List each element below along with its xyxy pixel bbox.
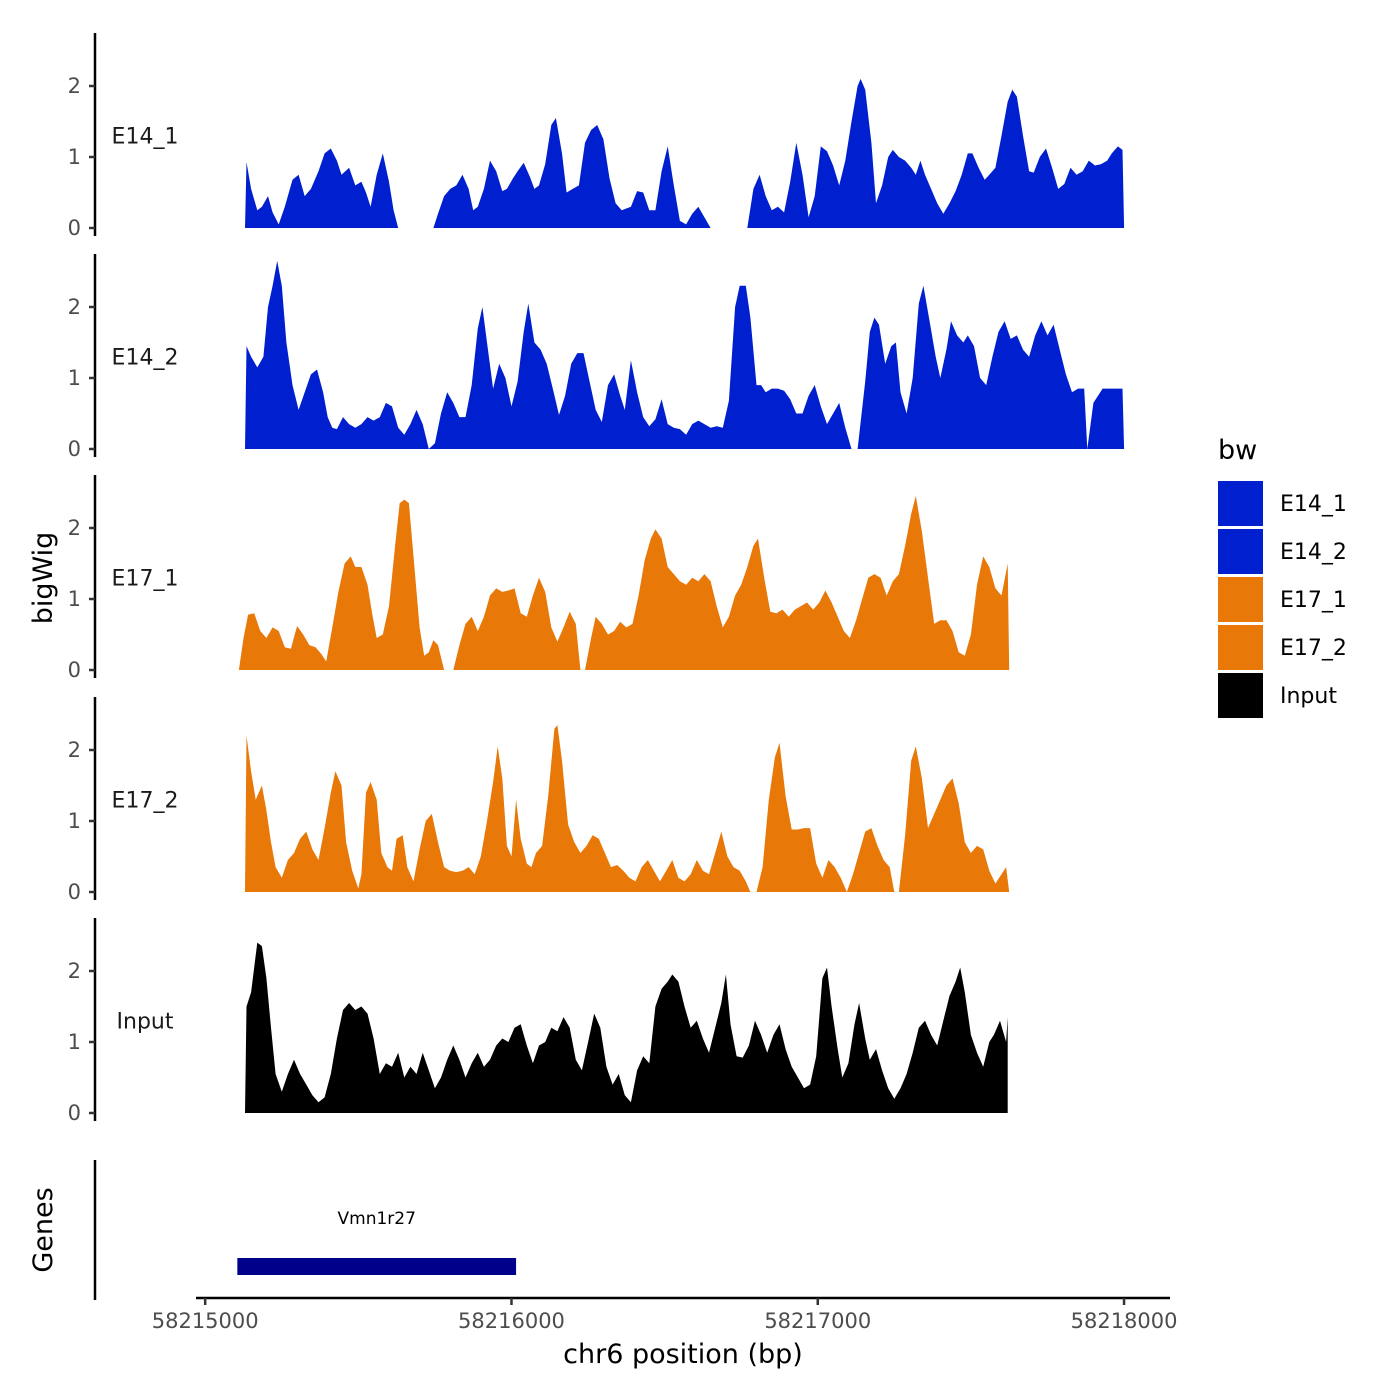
- legend-swatch: [1218, 625, 1263, 670]
- track-label: E17_1: [112, 567, 179, 592]
- legend-label: E14_2: [1280, 540, 1347, 565]
- legend-label: E14_1: [1280, 492, 1347, 517]
- y-tick-label: 0: [68, 437, 81, 461]
- track-e17-2: 0 1 2 E17_2: [68, 697, 1010, 904]
- x-tick-label: 58217000: [764, 1309, 871, 1333]
- y-tick-label: 0: [68, 1101, 81, 1125]
- track-label: E14_2: [112, 346, 179, 371]
- legend-swatch: [1218, 481, 1263, 526]
- legend-swatch: [1218, 673, 1263, 718]
- y-tick-label: 1: [68, 1030, 81, 1054]
- x-tick-label: 58218000: [1071, 1309, 1178, 1333]
- coverage-area: [857, 285, 1088, 449]
- legend: bw E14_1 E14_2 E17_1 E17_2 Input: [1218, 435, 1347, 718]
- y-tick-label: 2: [68, 74, 81, 98]
- y-tick-label: 2: [68, 959, 81, 983]
- track-label: E17_2: [112, 789, 179, 814]
- coverage-area: [245, 942, 1008, 1113]
- y-tick-label: 1: [68, 145, 81, 169]
- coverage-area: [756, 742, 895, 892]
- y-tick-label: 1: [68, 809, 81, 833]
- coverage-area: [585, 496, 1010, 670]
- genes-axis-title: Genes: [28, 1187, 59, 1272]
- coverage-area: [433, 118, 711, 228]
- coverage-area: [245, 148, 399, 228]
- y-axis-title: bigWig: [28, 532, 59, 625]
- track-e17-1: 0 1 2 E17_1: [68, 475, 1010, 682]
- legend-label: E17_1: [1280, 588, 1347, 613]
- coverage-area: [238, 499, 445, 670]
- gene-label: Vmn1r27: [338, 1209, 416, 1229]
- y-tick-label: 1: [68, 587, 81, 611]
- x-axis: 58215000 58216000 58217000 58218000: [152, 1296, 1178, 1333]
- track-e14-2: 0 1 2 E14_2: [68, 254, 1125, 461]
- genes-panel: Vmn1r27: [93, 1160, 517, 1300]
- coverage-area: [245, 725, 751, 892]
- legend-swatch: [1218, 529, 1263, 574]
- y-tick-label: 2: [68, 516, 81, 540]
- y-tick-label: 0: [68, 216, 81, 240]
- coverage-area: [245, 260, 852, 449]
- legend-title: bw: [1218, 435, 1257, 466]
- track-e14-1: 0 1 2 E14_1: [68, 33, 1125, 240]
- x-tick-label: 58215000: [152, 1309, 259, 1333]
- coverage-area: [453, 577, 581, 670]
- track-input: 0 1 2 Input: [68, 918, 1008, 1125]
- y-tick-label: 2: [68, 738, 81, 762]
- y-tick-label: 0: [68, 658, 81, 682]
- x-tick-label: 58216000: [458, 1309, 565, 1333]
- y-tick-label: 0: [68, 880, 81, 904]
- y-tick-label: 1: [68, 366, 81, 390]
- legend-label: E17_2: [1280, 636, 1347, 661]
- track-label: E14_1: [112, 125, 179, 150]
- x-axis-title: chr6 position (bp): [563, 1339, 803, 1370]
- legend-swatch: [1218, 577, 1263, 622]
- legend-label: Input: [1280, 684, 1337, 709]
- y-tick-label: 2: [68, 295, 81, 319]
- gene-body: [237, 1258, 517, 1275]
- track-label: Input: [117, 1010, 174, 1035]
- coverage-area: [898, 746, 1010, 892]
- coverage-area: [1087, 388, 1125, 449]
- coverage-area: [747, 78, 1125, 229]
